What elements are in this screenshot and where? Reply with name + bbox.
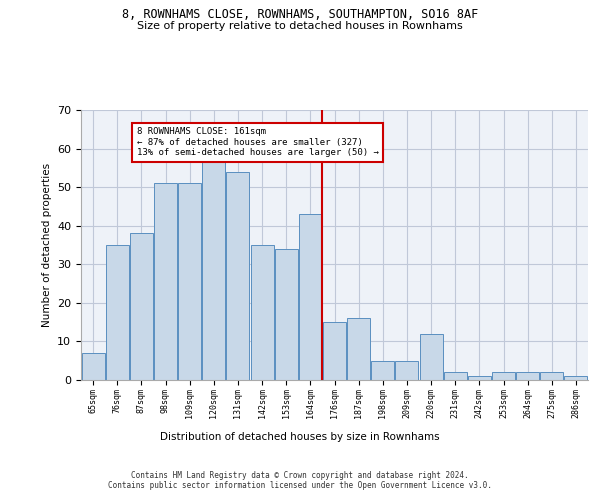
Bar bbox=[371, 360, 394, 380]
Bar bbox=[565, 376, 587, 380]
Bar bbox=[323, 322, 346, 380]
Y-axis label: Number of detached properties: Number of detached properties bbox=[41, 163, 52, 327]
Text: Distribution of detached houses by size in Rownhams: Distribution of detached houses by size … bbox=[160, 432, 440, 442]
Bar bbox=[226, 172, 250, 380]
Bar bbox=[468, 376, 491, 380]
Text: 8, ROWNHAMS CLOSE, ROWNHAMS, SOUTHAMPTON, SO16 8AF: 8, ROWNHAMS CLOSE, ROWNHAMS, SOUTHAMPTON… bbox=[122, 8, 478, 20]
Text: Contains HM Land Registry data © Crown copyright and database right 2024.
Contai: Contains HM Land Registry data © Crown c… bbox=[108, 470, 492, 490]
Bar bbox=[251, 245, 274, 380]
Bar bbox=[178, 184, 201, 380]
Bar bbox=[541, 372, 563, 380]
Bar bbox=[419, 334, 443, 380]
Bar bbox=[202, 160, 225, 380]
Bar bbox=[516, 372, 539, 380]
Bar bbox=[299, 214, 322, 380]
Bar bbox=[82, 353, 104, 380]
Text: Size of property relative to detached houses in Rownhams: Size of property relative to detached ho… bbox=[137, 21, 463, 31]
Bar bbox=[130, 234, 153, 380]
Bar bbox=[347, 318, 370, 380]
Text: 8 ROWNHAMS CLOSE: 161sqm
← 87% of detached houses are smaller (327)
13% of semi-: 8 ROWNHAMS CLOSE: 161sqm ← 87% of detach… bbox=[137, 128, 379, 157]
Bar bbox=[444, 372, 467, 380]
Bar bbox=[492, 372, 515, 380]
Bar bbox=[275, 249, 298, 380]
Bar bbox=[154, 184, 177, 380]
Bar bbox=[106, 245, 128, 380]
Bar bbox=[395, 360, 418, 380]
